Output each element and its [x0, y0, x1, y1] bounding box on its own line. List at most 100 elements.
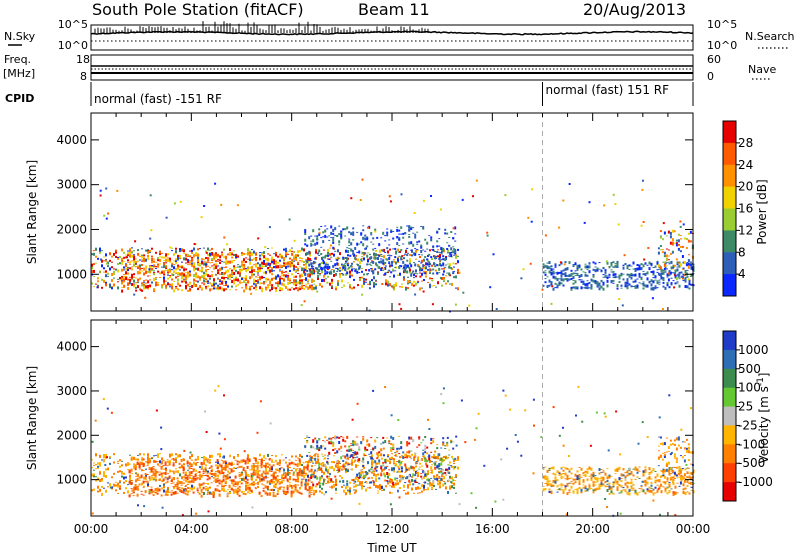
power-cell — [455, 263, 457, 265]
power-cell — [263, 282, 265, 285]
power-cell — [671, 252, 674, 254]
velocity-cell — [184, 476, 187, 479]
velocity-cell — [308, 470, 311, 473]
power-cell — [406, 264, 409, 268]
velocity-cell — [144, 490, 147, 494]
velocity-cell — [311, 486, 313, 490]
power-cell — [392, 286, 395, 289]
power-colorbar-swatch — [723, 164, 736, 187]
velocity-cell — [152, 473, 155, 476]
power-cell — [109, 285, 111, 289]
velocity-cell — [230, 479, 233, 482]
velocity-cell — [299, 468, 301, 472]
power-cell — [452, 246, 455, 248]
velocity-cell — [284, 494, 287, 496]
velocity-cell — [396, 479, 399, 482]
power-cell — [450, 252, 453, 254]
velocity-cell — [242, 468, 245, 472]
velocity-cell — [227, 489, 229, 491]
velocity-cell — [242, 492, 245, 495]
velocity-cell — [369, 471, 371, 473]
power-cell — [572, 265, 575, 267]
velocity-cell — [186, 493, 189, 496]
power-cell — [576, 264, 579, 268]
velocity-cell — [338, 441, 341, 444]
velocity-cell — [244, 462, 247, 465]
power-cell — [320, 253, 323, 255]
velocity-cell — [264, 476, 267, 479]
power-cell — [667, 230, 670, 234]
power-cell — [277, 261, 280, 264]
velocity-cell — [322, 465, 325, 467]
velocity-cell — [282, 491, 285, 492]
power-cell — [646, 272, 649, 274]
power-cell — [344, 235, 347, 237]
power-cell — [340, 233, 343, 237]
velocity-cell — [138, 483, 141, 486]
velocity-cell — [235, 488, 237, 491]
power-cell — [382, 269, 385, 271]
velocity-cell — [408, 474, 411, 478]
power-cell — [650, 283, 653, 287]
power-cell — [227, 285, 229, 288]
power-cell — [134, 240, 137, 243]
velocity-cell — [258, 491, 261, 493]
velocity-cell — [276, 468, 279, 470]
velocity-cell — [323, 481, 325, 483]
velocity-cell — [160, 494, 163, 497]
power-cell — [326, 236, 329, 238]
power-cell — [309, 272, 312, 275]
velocity-cell — [184, 488, 187, 490]
power-cell — [294, 270, 297, 272]
power-cell — [349, 285, 351, 289]
power-cell — [93, 269, 95, 273]
velocity-cell — [310, 445, 313, 449]
power-cell — [687, 254, 690, 256]
velocity-cell — [103, 474, 105, 478]
power-cell — [548, 279, 551, 283]
power-cell — [341, 264, 343, 266]
power-cell — [275, 276, 277, 280]
power-cell — [387, 254, 389, 256]
power-cell — [175, 286, 178, 290]
velocity-cell — [416, 482, 419, 483]
velocity-cell — [319, 485, 321, 489]
power-cell — [685, 247, 688, 249]
power-cell — [584, 274, 587, 275]
velocity-cell — [275, 459, 277, 462]
power-cell — [556, 286, 559, 289]
power-cell — [141, 264, 143, 266]
velocity-cell — [344, 455, 347, 459]
power-cell — [572, 282, 575, 285]
power-cell — [429, 249, 431, 252]
power-cell — [572, 279, 575, 281]
power-cell — [239, 272, 241, 274]
power-cell — [191, 264, 193, 267]
velocity-cell — [268, 463, 271, 466]
velocity-cell — [115, 481, 117, 483]
velocity-cell — [99, 454, 101, 458]
velocity-cell — [330, 441, 333, 443]
velocity-cell — [367, 461, 369, 465]
power-cell — [351, 262, 353, 265]
power-cell — [659, 230, 662, 233]
velocity-cell — [357, 465, 359, 467]
velocity-cell — [208, 467, 211, 469]
velocity-cell — [127, 484, 129, 486]
power-cell — [211, 255, 214, 256]
power-cell — [310, 270, 313, 274]
power-colorbar-label: Power [dB] — [755, 179, 769, 244]
power-cell — [304, 243, 307, 246]
velocity-cell — [257, 486, 259, 488]
velocity-cell — [384, 466, 387, 470]
velocity-cell — [287, 465, 289, 469]
velocity-cell — [370, 437, 373, 439]
power-cell — [153, 278, 156, 280]
velocity-cell — [198, 475, 201, 477]
power-cell — [303, 287, 306, 290]
power-cell — [403, 266, 405, 270]
power-cell — [227, 260, 230, 263]
velocity-cell — [187, 490, 189, 494]
power-cell — [293, 264, 295, 268]
velocity-cell — [273, 471, 275, 473]
